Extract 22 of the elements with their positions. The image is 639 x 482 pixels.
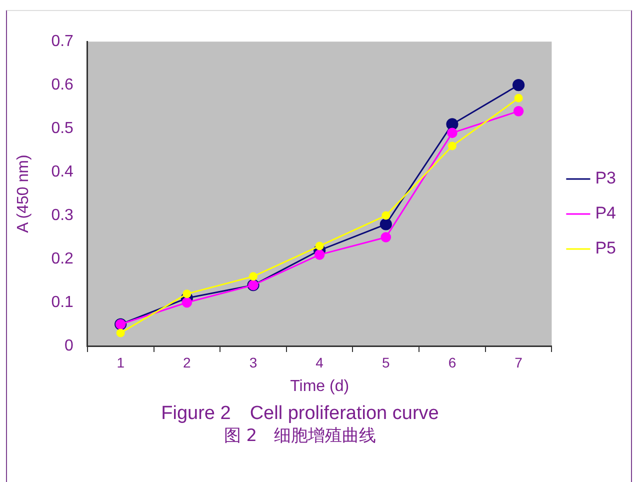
x-tick-label: 1	[116, 354, 125, 370]
x-tick-label: 2	[183, 354, 192, 370]
text: Figure 2 Cell proliferation curve	[160, 402, 440, 426]
y-tick-label: 0.7	[51, 33, 74, 50]
x-axis-title: Time (d)	[290, 378, 350, 395]
y-tick-label: 0.2	[51, 250, 74, 268]
x-tick-label: 5	[382, 354, 390, 370]
y-tick-label: 0	[64, 337, 74, 354]
legend-label: P4	[595, 204, 616, 223]
y-tick-label: 0.1	[51, 294, 74, 311]
x-tick-label: 6	[448, 354, 456, 370]
text: 图 2 细胞增殖曲线	[222, 425, 378, 447]
x-tick-label: 7	[514, 354, 523, 370]
y-axis-title: A (450 nm)	[15, 154, 32, 233]
legend-label: P5	[595, 238, 616, 258]
y-tick-label: 0.6	[51, 76, 74, 94]
x-tick-label: 3	[249, 354, 258, 370]
legend-label: P3	[595, 168, 616, 188]
x-tick-label: 4	[316, 354, 324, 370]
y-tick-label: 0.4	[51, 163, 74, 180]
y-tick-label: 0.3	[51, 206, 74, 224]
y-tick-label: 0.5	[51, 120, 74, 137]
